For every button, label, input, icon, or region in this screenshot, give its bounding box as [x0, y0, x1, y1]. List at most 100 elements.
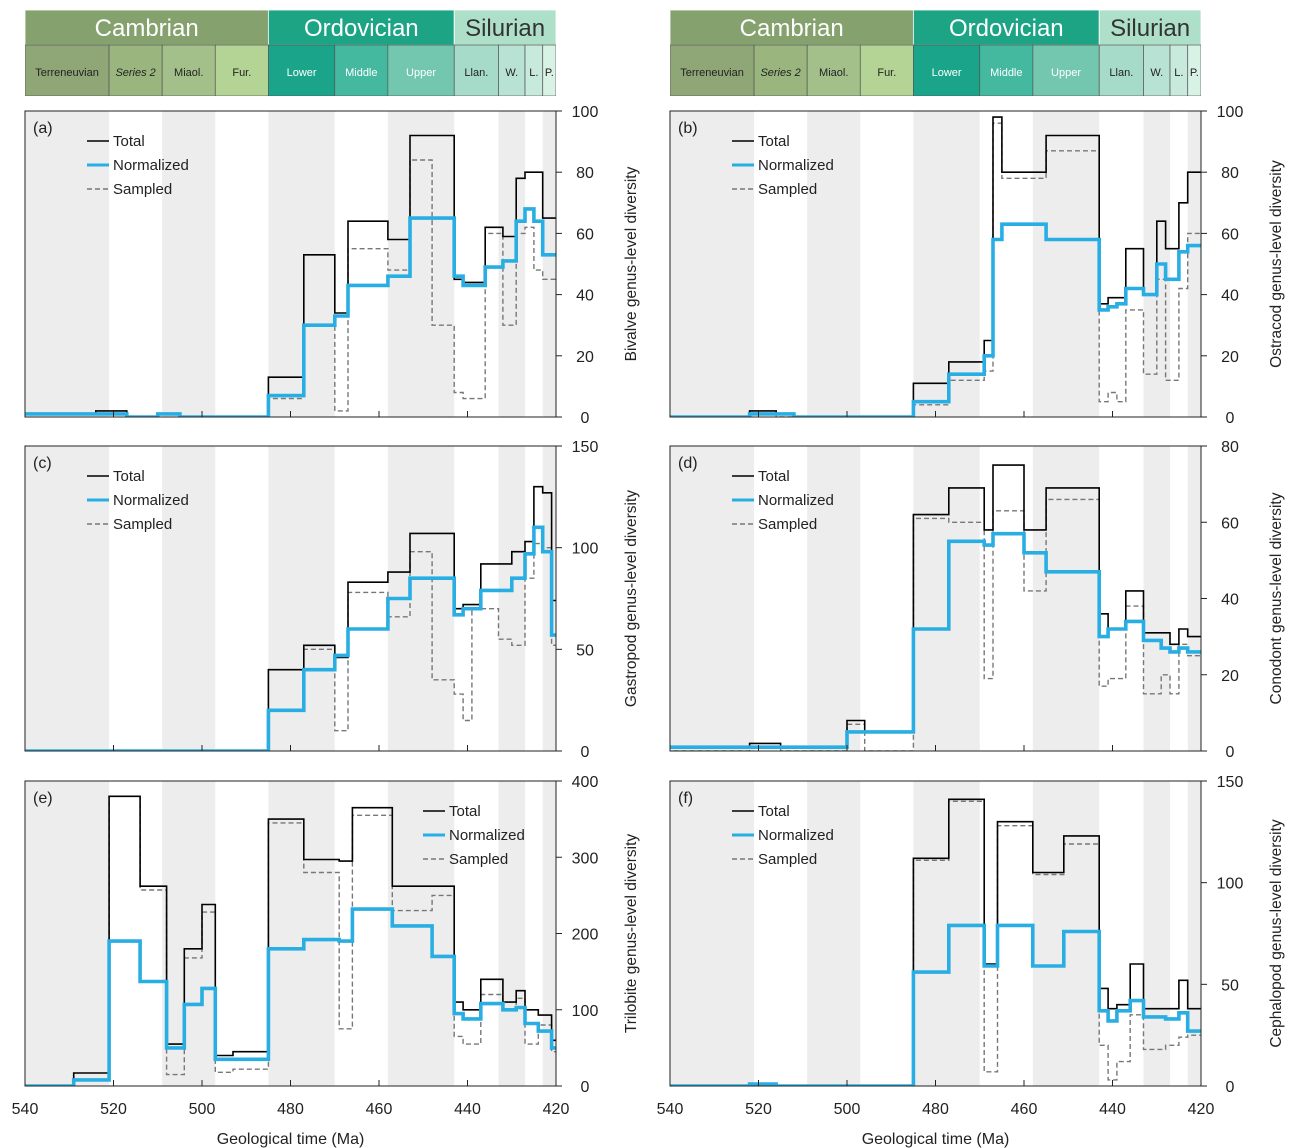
- stage-band: [807, 781, 861, 1086]
- stage-band: [1032, 781, 1100, 1086]
- period-label-ordovician: Ordovician: [304, 15, 419, 42]
- panel-label: (e): [33, 790, 53, 807]
- stage-band: [1187, 446, 1201, 751]
- panel-a: 0 20 40 60 80 100 Bivalve genus-level diversit…: [24, 104, 640, 427]
- epoch-label: Lower: [287, 67, 317, 79]
- epoch-box: [498, 44, 526, 96]
- epoch-label: Llan.: [464, 67, 488, 79]
- timescale-header: Cambrian Ordovician Silurian Terreneuvian Se…: [25, 10, 556, 96]
- panel-label: (c): [33, 455, 52, 472]
- epoch-box: [334, 44, 389, 96]
- period-label-silurian: Silurian: [465, 15, 545, 42]
- y-tick-label: 100: [1217, 876, 1244, 893]
- epoch-label: Middle: [990, 67, 1022, 79]
- legend: Total Normalized Sampled: [87, 468, 189, 533]
- legend-label-sampled: Sampled: [758, 516, 817, 533]
- epoch-box: [979, 44, 1034, 96]
- y-tick-label: 100: [572, 104, 599, 121]
- y-axis-label: Conodont genus-level diversity: [1268, 492, 1285, 704]
- panel-label: (d): [678, 455, 698, 472]
- legend: Total Normalized Sampled: [87, 133, 189, 198]
- stage-band: [162, 781, 216, 1086]
- y-tick-label: 80: [1221, 165, 1239, 182]
- series-line-normalized: [25, 525, 556, 751]
- stage-band: [1032, 446, 1100, 751]
- epoch-label: Series 2: [115, 67, 155, 79]
- epoch-box: [161, 44, 216, 96]
- epoch-label: Middle: [345, 67, 377, 79]
- panel-label: (b): [678, 120, 698, 137]
- y-axis-label: Trilobite genus-level diversity: [623, 834, 640, 1034]
- period-label-silurian: Silurian: [1110, 15, 1190, 42]
- stage-band: [162, 446, 216, 751]
- legend-label-total: Total: [758, 468, 790, 485]
- y-tick-label: 400: [572, 774, 599, 791]
- panel-label: (a): [33, 120, 53, 137]
- stage-band: [387, 781, 455, 1086]
- x-tick-label: 540: [12, 1101, 39, 1118]
- series-line-normalized: [670, 923, 1201, 1086]
- legend-label-normalized: Normalized: [113, 157, 189, 174]
- epoch-box: [670, 44, 755, 96]
- stage-band: [387, 111, 455, 417]
- epoch-box: [859, 44, 914, 96]
- x-tick-label: 500: [189, 1101, 216, 1118]
- period-box: [1098, 10, 1201, 46]
- x-axis-label: Geological time (Ma): [862, 1131, 1010, 1148]
- legend-label-sampled: Sampled: [449, 851, 508, 868]
- x-tick-label: 520: [100, 1101, 127, 1118]
- y-tick-label: 50: [1221, 977, 1239, 994]
- epoch-label: P.: [1190, 67, 1199, 79]
- epoch-box: [387, 44, 455, 96]
- x-tick-label: 520: [745, 1101, 772, 1118]
- legend-label-sampled: Sampled: [758, 851, 817, 868]
- y-tick-label: 20: [576, 349, 594, 366]
- stage-band: [1187, 781, 1201, 1086]
- epoch-box: [806, 44, 861, 96]
- period-box: [912, 10, 1100, 46]
- legend-label-total: Total: [758, 803, 790, 820]
- y-tick-label: 0: [1226, 1079, 1235, 1096]
- epoch-label: Llan.: [1109, 67, 1133, 79]
- x-tick-label: 440: [454, 1101, 481, 1118]
- y-tick-label: 0: [581, 410, 590, 427]
- stage-band: [542, 781, 556, 1086]
- legend-label-normalized: Normalized: [449, 827, 525, 844]
- y-tick-label: 200: [572, 927, 599, 944]
- y-tick-label: 100: [1217, 104, 1244, 121]
- y-axis-label: Bivalve genus-level diversity: [623, 166, 640, 361]
- stage-band: [542, 111, 556, 417]
- epoch-box: [913, 44, 981, 96]
- y-tick-label: 0: [581, 744, 590, 761]
- epoch-label: Terreneuvian: [680, 67, 744, 79]
- stage-band: [913, 111, 980, 417]
- x-tick-label: 460: [366, 1101, 393, 1118]
- legend-label-sampled: Sampled: [113, 516, 172, 533]
- y-tick-label: 60: [576, 226, 594, 243]
- epoch-label: W.: [505, 67, 518, 79]
- legend-label-sampled: Sampled: [758, 181, 817, 198]
- stage-band: [162, 111, 216, 417]
- y-tick-label: 20: [1221, 668, 1239, 685]
- y-tick-label: 40: [1221, 288, 1239, 305]
- epoch-box: [1143, 44, 1171, 96]
- series-line-sampled: [670, 498, 1201, 751]
- period-box: [267, 10, 455, 46]
- x-axis-label: Geological time (Ma): [217, 1131, 365, 1148]
- y-tick-label: 60: [1221, 226, 1239, 243]
- y-tick-label: 150: [572, 439, 599, 456]
- stage-band: [25, 781, 110, 1086]
- series-line-normalized: [670, 222, 1201, 417]
- panel-c: 0 50 100 150 Gastropod genus-level diversity…: [24, 439, 640, 761]
- stage-band: [913, 781, 980, 1086]
- legend: Total Normalized Sampled: [423, 803, 525, 868]
- period-label-ordovician: Ordovician: [949, 15, 1064, 42]
- panel-f: 0 50 100 150 Cephalopod genus-level diversit…: [669, 774, 1285, 1096]
- y-tick-label: 80: [1221, 439, 1239, 456]
- legend-label-total: Total: [758, 133, 790, 150]
- stage-band: [25, 111, 110, 417]
- epoch-box: [108, 44, 163, 96]
- y-tick-label: 100: [572, 1003, 599, 1020]
- stage-band: [1143, 781, 1171, 1086]
- epoch-label: Terreneuvian: [35, 67, 99, 79]
